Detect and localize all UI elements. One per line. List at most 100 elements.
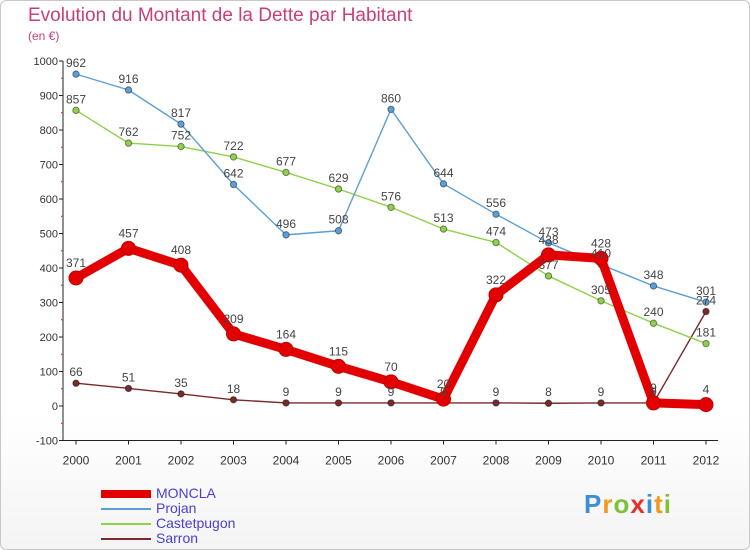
data-label-moncla: 428 [591,236,611,250]
data-label-moncla: 408 [171,243,191,257]
data-label-sarron: 9 [650,385,657,399]
x-tick-label: 2003 [220,454,247,468]
series-line-castetpugon [75,109,707,345]
data-label-moncla: 457 [118,226,138,240]
data-label-projan: 962 [66,56,86,70]
y-tick-label: 800 [40,125,58,137]
data-label-castetpugon: 576 [381,189,401,203]
data-point-moncla [278,341,294,357]
data-point-projan [229,180,238,189]
x-tick-label: 2001 [115,454,142,468]
data-label-projan: 817 [171,106,191,120]
legend-swatch-sarron [101,538,151,540]
data-label-sarron: 9 [388,385,395,399]
data-label-moncla: 115 [329,344,348,358]
data-point-moncla [646,395,661,411]
y-tick-label: 1000 [34,56,58,68]
data-label-sarron: 9 [283,385,290,399]
data-point-sarron [492,399,500,407]
data-label-moncla: 371 [66,256,86,270]
legend-swatch-castetpugon [101,523,151,525]
data-point-castetpugon [544,272,553,280]
y-tick-label: 200 [40,332,58,344]
data-label-sarron: 9 [493,385,500,399]
data-label-moncla: 4 [703,383,710,397]
data-point-castetpugon [177,142,185,151]
legend-item-moncla[interactable]: MONCLA [101,485,301,502]
x-tick-label: 2005 [325,454,352,468]
chart-subtitle: (en €) [28,29,60,43]
x-tick-label: 2009 [535,454,562,468]
data-label-sarron: 9 [598,385,605,399]
data-point-sarron [544,399,553,407]
data-label-moncla: 209 [223,312,243,326]
data-point-sarron [177,390,185,398]
data-point-projan [702,298,710,306]
y-tick-label: 0 [52,401,58,413]
legend-item-sarron[interactable]: Sarron [101,530,301,547]
data-point-moncla [173,257,189,273]
data-point-projan [282,231,290,239]
logo-letter: o [613,489,631,519]
data-label-sarron: 8 [545,385,552,399]
logo-letter: x [630,489,646,519]
data-label-projan: 410 [591,247,611,261]
logo-letter: t [654,489,664,519]
data-point-castetpugon [229,153,238,161]
data-point-moncla [68,270,84,286]
legend-swatch-moncla [101,490,151,498]
y-tick-label: 100 [40,367,58,379]
legend-item-projan[interactable]: Projan [101,500,301,517]
x-tick-label: 2002 [168,454,195,468]
data-point-castetpugon [597,297,605,305]
data-point-moncla [541,247,556,263]
data-label-castetpugon: 629 [328,171,348,185]
data-label-sarron: 274 [696,293,716,307]
data-point-castetpugon [334,185,343,193]
data-point-projan [177,120,185,128]
legend-item-castetpugon[interactable]: Castetpugon [101,515,301,532]
x-tick-label: 2011 [641,454,667,468]
logo-letter: r [602,489,614,519]
data-point-castetpugon [492,238,500,247]
y-tick-label: 300 [40,298,58,310]
data-label-projan: 860 [381,91,401,105]
data-label-projan: 348 [643,268,663,282]
data-label-projan: 473 [538,225,558,239]
y-tick-label: 900 [40,91,58,103]
data-label-castetpugon: 762 [118,125,138,139]
data-label-castetpugon: 240 [643,305,663,319]
data-point-sarron [597,399,605,407]
data-label-moncla: 70 [384,360,398,374]
legend-label-moncla: MONCLA [156,485,216,501]
legend-swatch-projan [101,508,151,510]
data-point-projan [649,282,658,290]
data-label-projan: 301 [696,284,716,298]
data-label-castetpugon: 857 [66,92,86,106]
data-point-projan [492,210,500,218]
data-point-projan [439,180,448,188]
data-point-moncla [593,250,609,266]
data-point-moncla [331,358,346,374]
data-label-castetpugon: 181 [696,326,716,340]
legend-label-castetpugon: Castetpugon [156,515,236,531]
data-label-projan: 916 [118,72,138,86]
data-point-projan [334,227,343,235]
x-tick-label: 2007 [430,454,457,468]
data-point-sarron [72,379,80,387]
data-point-moncla [698,397,714,413]
legend-label-projan: Projan [156,500,197,516]
y-tick-label: -100 [36,436,58,448]
data-label-castetpugon: 305 [591,283,611,297]
data-label-castetpugon: 722 [223,139,243,153]
data-label-castetpugon: 377 [538,258,558,272]
data-label-projan: 496 [276,217,296,231]
x-tick-label: 2008 [483,454,510,468]
data-label-sarron: 9 [440,385,447,399]
x-tick-label: 2010 [588,454,615,468]
data-point-projan [72,70,80,78]
data-label-sarron: 9 [335,385,342,399]
data-label-moncla: 438 [538,233,558,247]
data-label-projan: 644 [433,166,453,180]
